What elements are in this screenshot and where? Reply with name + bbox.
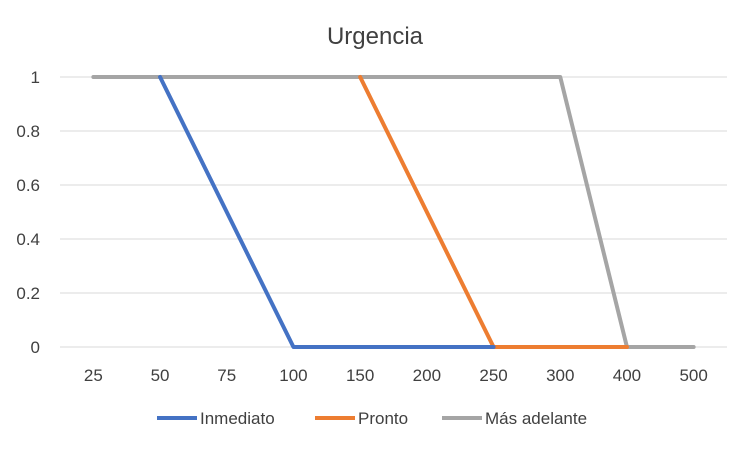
y-tick-label: 0.6 [16, 176, 40, 195]
y-tick-label: 0.2 [16, 284, 40, 303]
legend-label: Más adelante [485, 409, 587, 428]
x-tick-label: 250 [479, 366, 507, 385]
gridlines [60, 76, 727, 348]
x-tick-label: 400 [613, 366, 641, 385]
x-axis-tick-labels: 25 50 75 100 150 200 250 300 400 500 [84, 366, 708, 385]
series-line-m-s-adelante [91, 75, 696, 349]
x-tick-label: 50 [151, 366, 170, 385]
y-tick-label: 0 [31, 338, 40, 357]
series-lines [91, 75, 696, 349]
legend-label: Pronto [358, 409, 408, 428]
chart-title: Urgencia [327, 23, 424, 50]
y-tick-label: 1 [31, 68, 40, 87]
y-tick-label: 0.4 [16, 230, 40, 249]
legend-label: Inmediato [200, 409, 275, 428]
legend: Inmediato Pronto Más adelante [157, 409, 587, 428]
y-tick-label: 0.8 [16, 122, 40, 141]
x-tick-label: 500 [679, 366, 707, 385]
x-tick-label: 300 [546, 366, 574, 385]
x-tick-label: 100 [279, 366, 307, 385]
y-axis-tick-labels: 0 0.2 0.4 0.6 0.8 1 [16, 68, 40, 357]
x-tick-label: 200 [413, 366, 441, 385]
series-line-pronto [358, 75, 629, 349]
x-tick-label: 25 [84, 366, 103, 385]
series-line-inmediato [158, 75, 496, 349]
x-tick-label: 75 [217, 366, 236, 385]
x-tick-label: 150 [346, 366, 374, 385]
